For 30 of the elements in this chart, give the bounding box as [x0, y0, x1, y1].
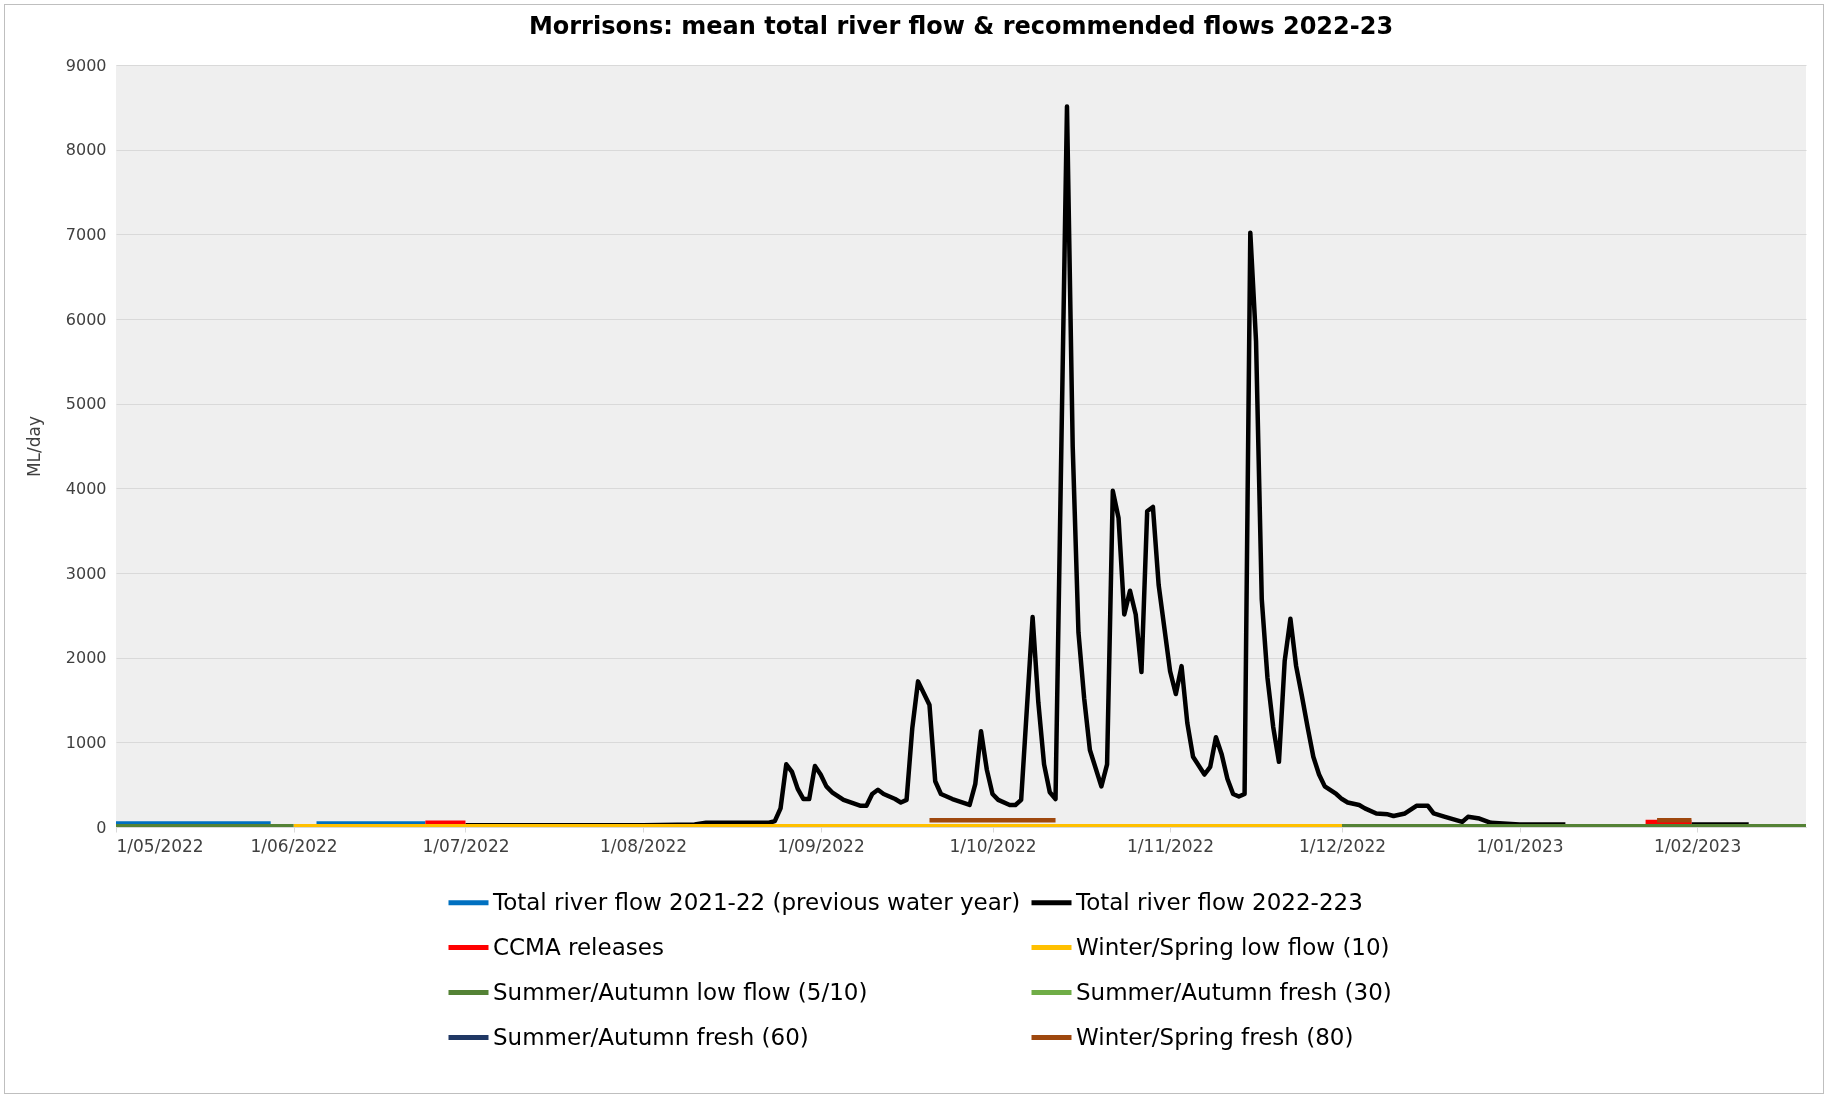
y-tick-label: 9000 [65, 55, 107, 75]
x-tick-label: 1/08/2022 [599, 835, 688, 856]
legend-label: Summer/Autumn low flow (5/10) [493, 978, 868, 1005]
y-tick-label: 0 [96, 817, 107, 837]
y-tick-label: 8000 [65, 140, 107, 160]
y-tick-label: 7000 [65, 224, 107, 244]
x-tick-label: 1/12/2022 [1298, 835, 1387, 856]
x-tick-label: 1/11/2022 [1127, 835, 1215, 856]
x-tick-label: 1/02/2023 [1654, 835, 1742, 856]
x-tick-label: 1/05/2022 [116, 835, 204, 856]
legend-label: Winter/Spring fresh (80) [1076, 1023, 1354, 1050]
x-tick-label: 1/06/2022 [250, 835, 338, 856]
x-tick-label: 1/07/2022 [422, 835, 510, 856]
y-tick-label: 2000 [65, 648, 107, 668]
y-tick-label: 6000 [65, 309, 107, 329]
y-tick-label: 1000 [65, 732, 107, 752]
legend-label: Summer/Autumn fresh (60) [493, 1023, 809, 1050]
legend-label: Winter/Spring low flow (10) [1076, 933, 1390, 960]
x-tick-label: 1/09/2022 [777, 835, 865, 856]
legend-label: Total river flow 2021-22 (previous water year) [492, 888, 1021, 915]
y-axis-title: ML/day [23, 415, 44, 478]
chart-title: Morrisons: mean total river flow & recommended flows 2022-23 [528, 12, 1394, 40]
y-tick-label: 3000 [65, 563, 107, 583]
legend-label: Total river flow 2022-223 [1075, 888, 1363, 915]
legend-label: CCMA releases [493, 933, 664, 960]
x-tick-label: 1/10/2022 [949, 835, 1037, 856]
legend-label: Summer/Autumn fresh (30) [1076, 978, 1392, 1005]
y-tick-label: 4000 [65, 478, 107, 498]
y-tick-label: 5000 [65, 394, 107, 414]
x-tick-label: 1/01/2023 [1476, 835, 1564, 856]
